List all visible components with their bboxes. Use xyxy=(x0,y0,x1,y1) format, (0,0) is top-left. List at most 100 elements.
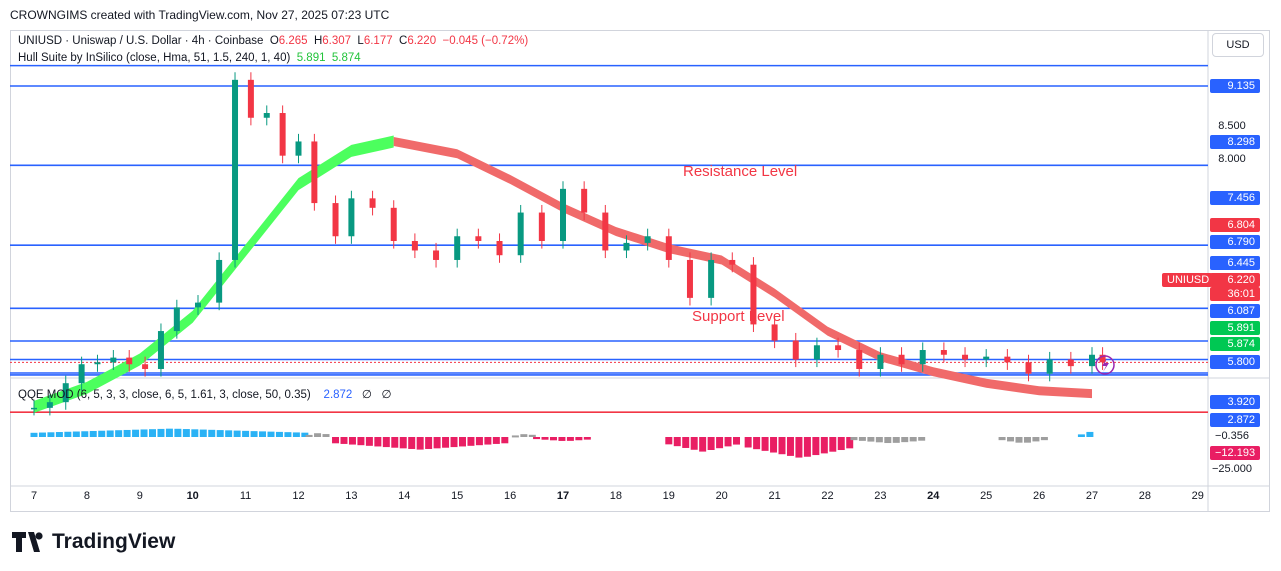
qqe-bar-0 xyxy=(208,429,216,437)
qqe-bar-2 xyxy=(425,437,433,449)
qqe-bar-0 xyxy=(123,429,131,437)
qqe-bar-3 xyxy=(511,435,519,438)
time-tick: 12 xyxy=(292,490,305,502)
qqe-label-neg12193: −12.193 xyxy=(1210,446,1260,460)
hull-ribbon-up xyxy=(34,135,394,413)
candle-body-23 xyxy=(433,250,440,260)
candle-body-2 xyxy=(62,383,69,403)
price-label-hull-1: 5.891 xyxy=(1210,321,1260,335)
qqe-legend[interactable]: QQE MOD (6, 5, 3, 3, close, 6, 5, 1.61, … xyxy=(18,387,392,401)
price-tick-8500: 8.500 xyxy=(1218,120,1246,132)
candle-body-52 xyxy=(1046,359,1053,374)
candle-body-55 xyxy=(1099,354,1106,363)
candle-body-39 xyxy=(771,324,778,341)
lightning-icon xyxy=(1102,358,1109,372)
qqe-bar-6 xyxy=(778,437,786,455)
qqe-bar-0 xyxy=(148,429,156,437)
hull-legend[interactable]: Hull Suite by InSilico (close, Hma, 51, … xyxy=(18,52,361,64)
qqe-bar-0 xyxy=(47,432,55,437)
symbol-legend[interactable]: UNIUSD · Uniswap / U.S. Dollar · 4h · Co… xyxy=(18,35,529,47)
qqe-bar-0 xyxy=(301,432,309,437)
price-label-5800: 5.800 xyxy=(1210,355,1260,369)
time-tick: 22 xyxy=(821,490,834,502)
candle-body-9 xyxy=(173,307,180,332)
candle-body-0 xyxy=(31,407,37,410)
price-label-8298: 8.298 xyxy=(1210,135,1260,149)
qqe-bar-0 xyxy=(106,430,114,437)
time-tick: 17 xyxy=(556,490,570,502)
qqe-bar-5 xyxy=(716,437,724,449)
qqe-bar-8 xyxy=(998,437,1006,441)
qqe-bar-8 xyxy=(1007,437,1015,442)
candle-body-17 xyxy=(311,141,318,204)
low-value: 6.177 xyxy=(363,35,393,47)
chart-credit: CROWNGIMS created with TradingView.com, … xyxy=(10,8,390,22)
qqe-bar-7 xyxy=(909,437,917,442)
qqe-bar-0 xyxy=(284,432,292,437)
high-value: 6.307 xyxy=(322,35,352,47)
qqe-bar-2 xyxy=(467,437,475,446)
time-tick: 13 xyxy=(345,490,358,502)
qqe-bar-4 xyxy=(575,437,583,441)
qqe-bar-8 xyxy=(1015,437,1023,443)
qqe-bar-2 xyxy=(408,437,416,449)
time-tick: 25 xyxy=(980,490,993,502)
candle-body-10 xyxy=(194,302,201,308)
qqe-bar-0 xyxy=(115,430,123,437)
qqe-bar-2 xyxy=(399,437,407,449)
candle-body-51 xyxy=(1025,362,1032,374)
qqe-bar-0 xyxy=(174,428,182,437)
candle-body-6 xyxy=(126,357,133,365)
qqe-bar-0 xyxy=(30,432,38,437)
candle-body-24 xyxy=(454,236,461,260)
time-tick: 10 xyxy=(186,490,199,502)
candle-body-4 xyxy=(94,362,101,365)
time-tick: 16 xyxy=(503,490,517,502)
qqe-bar-5 xyxy=(699,437,707,452)
candle-body-26 xyxy=(496,240,503,256)
price-label-6445: 6.445 xyxy=(1210,256,1260,270)
qqe-bar-5 xyxy=(690,437,698,450)
candle-body-38 xyxy=(750,264,757,325)
support-annotation: Support Level xyxy=(692,308,785,325)
price-label-9135: 9.135 xyxy=(1210,79,1260,93)
candle-body-42 xyxy=(835,345,842,351)
time-tick: 27 xyxy=(1085,490,1099,502)
qqe-bar-0 xyxy=(275,431,283,437)
qqe-bar-0 xyxy=(81,431,89,437)
candle-body-43 xyxy=(856,350,863,369)
candle-body-37 xyxy=(729,259,736,265)
qqe-bar-4 xyxy=(583,437,591,440)
qqe-bar-6 xyxy=(829,437,837,452)
time-tick: 19 xyxy=(662,490,675,502)
qqe-bar-4 xyxy=(558,437,566,441)
qqe-bar-2 xyxy=(348,437,356,445)
qqe-bar-5 xyxy=(733,437,741,445)
candle-body-12 xyxy=(232,79,239,260)
qqe-bar-2 xyxy=(391,437,399,448)
candle-body-45 xyxy=(898,354,905,365)
candle-body-48 xyxy=(962,354,969,360)
qqe-empty-2: ∅ xyxy=(381,389,392,401)
candle-body-50 xyxy=(1004,356,1011,363)
qqe-bar-0 xyxy=(64,431,72,437)
chart-frame[interactable] xyxy=(10,30,1270,512)
tradingview-footer[interactable]: TradingView xyxy=(12,530,175,554)
candle-body-22 xyxy=(411,240,418,251)
time-tick: 24 xyxy=(927,490,940,502)
currency-button[interactable]: USD xyxy=(1212,33,1264,57)
qqe-bar-2 xyxy=(442,437,450,448)
resistance-annotation: Resistance Level xyxy=(683,163,798,180)
qqe-bar-7 xyxy=(875,437,883,443)
qqe-bar-4 xyxy=(533,437,541,440)
qqe-bar-4 xyxy=(541,437,549,440)
qqe-bar-2 xyxy=(374,437,382,447)
open-value: 6.265 xyxy=(278,35,308,47)
qqe-bar-0 xyxy=(267,431,275,437)
qqe-bar-2 xyxy=(450,437,458,448)
qqe-bar-6 xyxy=(837,437,845,451)
candle-body-30 xyxy=(581,188,588,213)
candle-body-53 xyxy=(1067,359,1074,367)
candle-body-13 xyxy=(247,79,254,118)
